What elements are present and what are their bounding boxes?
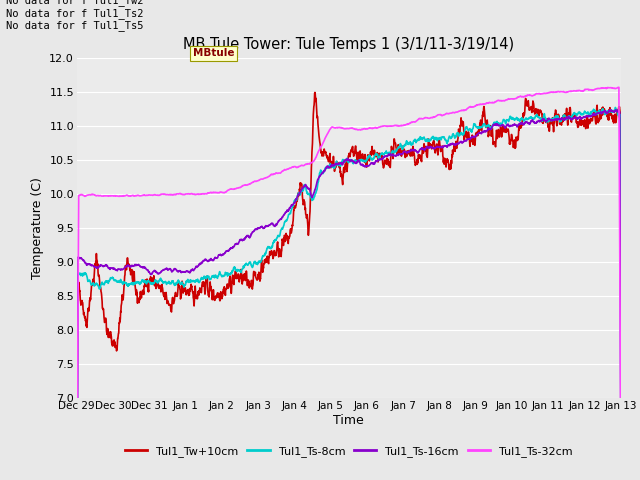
Legend: Tul1_Tw+10cm, Tul1_Ts-8cm, Tul1_Ts-16cm, Tul1_Ts-32cm: Tul1_Tw+10cm, Tul1_Ts-8cm, Tul1_Ts-16cm,…: [121, 441, 577, 461]
Text: No data for f Tul1_Tw4
No data for f Tul1_Tw2
No data for f Tul1_Ts2
No data for: No data for f Tul1_Tw4 No data for f Tul…: [6, 0, 143, 31]
Title: MB Tule Tower: Tule Temps 1 (3/1/11-3/19/14): MB Tule Tower: Tule Temps 1 (3/1/11-3/19…: [183, 37, 515, 52]
X-axis label: Time: Time: [333, 414, 364, 427]
Text: MBtule: MBtule: [193, 48, 234, 58]
Y-axis label: Temperature (C): Temperature (C): [31, 177, 44, 279]
